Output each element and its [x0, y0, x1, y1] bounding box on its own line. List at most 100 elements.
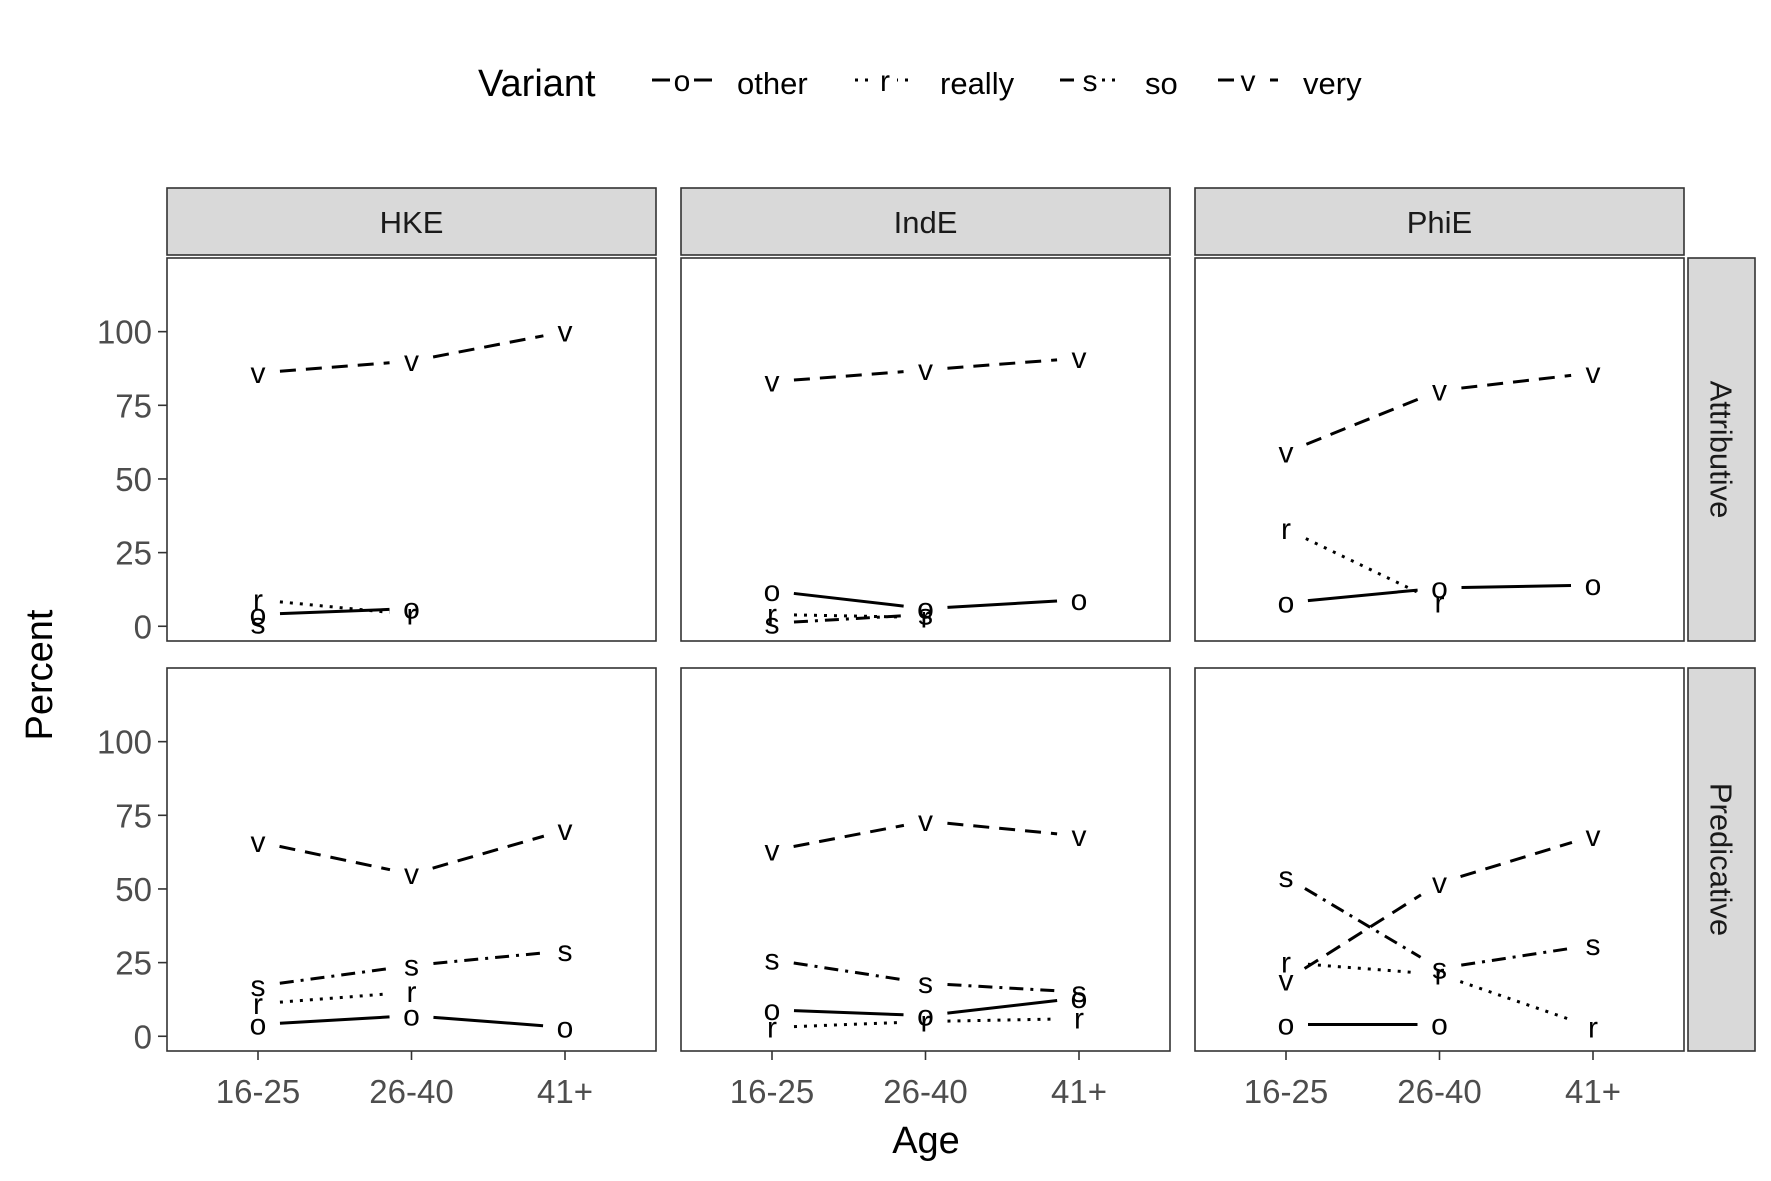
point-label-really: r [1435, 587, 1445, 620]
point-label-very: v [1072, 820, 1087, 853]
strip-label-IndE: IndE [894, 205, 958, 240]
point-label-so: s [251, 970, 266, 1003]
y-tick-label: 25 [115, 945, 152, 982]
strip-PhiE: PhiE [1194, 187, 1685, 256]
legend-key-gap [873, 60, 897, 90]
point-label-really: r [767, 598, 777, 631]
point-label-really: r [407, 976, 417, 1009]
y-tick-label: 75 [115, 797, 152, 834]
legend-key-symbol: o [674, 65, 691, 98]
point-label-very: v [251, 826, 266, 859]
legend-key-symbol: r [880, 65, 890, 98]
x-tick-label: 26-40 [883, 1073, 967, 1110]
series-line-other [1461, 583, 1572, 590]
series-line-so [1304, 887, 1422, 959]
x-tick-label: 16-25 [216, 1073, 300, 1110]
point-label-other: o [403, 1000, 420, 1033]
panel-background [1194, 257, 1685, 642]
x-tick-label: 41+ [1565, 1073, 1621, 1110]
series-line-so [947, 983, 1058, 993]
point-label-very: v [1586, 357, 1601, 390]
x-axis-PhiE: 16-25 26-40 41+ [1244, 1051, 1621, 1110]
panel-background [166, 667, 657, 1052]
series-very: v v v [1279, 820, 1601, 997]
y-tick-label: 50 [115, 461, 152, 498]
legend-key-symbol: v [1241, 65, 1256, 98]
strip-label-predicative: Predicative [1704, 783, 1739, 936]
point-label-very: v [1072, 342, 1087, 375]
series-line-very [279, 361, 390, 373]
x-tick-label: 41+ [537, 1073, 593, 1110]
series-line-very [1461, 373, 1572, 390]
series-really: r r r [1281, 947, 1598, 1045]
panel-background [680, 667, 1171, 1052]
series-line-other [279, 1015, 390, 1025]
legend-key-gap [1236, 60, 1260, 90]
point-label-very: v [918, 354, 933, 387]
legend-entry-really: r really [855, 60, 1015, 101]
point-label-so: s [765, 944, 780, 977]
point-label-very: v [1279, 964, 1294, 997]
strip-background [1687, 667, 1756, 1052]
y-tick-label: 100 [97, 314, 152, 351]
series-line-very [1305, 397, 1420, 446]
strip-attributive: Attributive [1687, 257, 1756, 642]
series-line-very [1460, 840, 1573, 879]
point-label-other: o [917, 593, 934, 626]
point-label-really: r [921, 601, 931, 634]
point-label-other: o [403, 593, 420, 626]
point-label-very: v [558, 814, 573, 847]
panel-background [166, 257, 657, 642]
point-label-very: v [918, 805, 933, 838]
point-label-other: o [764, 994, 781, 1027]
point-label-very: v [1432, 375, 1447, 408]
point-label-so: s [1586, 929, 1601, 962]
point-label-really: r [1435, 958, 1445, 991]
panel-background [1194, 667, 1685, 1052]
point-label-very: v [1586, 820, 1601, 853]
legend-label-so: so [1145, 66, 1178, 101]
y-axis-predicative: 0 25 50 75 100 [97, 724, 167, 1055]
strip-label-PhiE: PhiE [1407, 205, 1472, 240]
strip-predicative: Predicative [1687, 667, 1756, 1052]
x-tick-label: 16-25 [1244, 1073, 1328, 1110]
series-line-so [793, 614, 904, 624]
legend: Variant o other r really s so v very [478, 60, 1362, 105]
panel-IndE-attributive: oo or rs sv v v [680, 257, 1171, 642]
point-label-very: v [1432, 867, 1447, 900]
series-line-very [432, 834, 545, 870]
point-label-other: o [250, 1008, 267, 1041]
point-label-really: r [1281, 947, 1291, 980]
x-axis-HKE: 16-25 26-40 41+ [216, 1051, 593, 1110]
y-axis-attributive: 0 25 50 75 100 [97, 314, 167, 645]
point-label-really: r [1281, 513, 1291, 546]
series-line-really [1307, 962, 1418, 975]
point-label-really: r [767, 1011, 777, 1044]
point-label-other: o [557, 1011, 574, 1044]
series-very: vvv [251, 814, 573, 891]
point-label-so: s [1432, 953, 1447, 986]
legend-label-really: really [940, 66, 1015, 101]
legend-title: Variant [478, 63, 596, 105]
series-line-very [947, 358, 1058, 370]
point-label-really: r [1588, 1011, 1598, 1044]
y-tick-label: 0 [134, 1018, 152, 1055]
panel-IndE-predicative: o oor r rss svv v [680, 667, 1171, 1052]
strip-IndE: IndE [680, 187, 1171, 256]
x-tick-label: 26-40 [369, 1073, 453, 1110]
x-axes: 16-25 26-40 41+ 16-25 26-40 41+ 16-25 26-40 41+ [216, 1051, 1621, 1110]
series-line-very [1303, 893, 1422, 970]
point-label-so: s [404, 950, 419, 983]
series-line-other [793, 591, 904, 608]
legend-entry-so: s so [1060, 60, 1178, 101]
series-line-other [1307, 588, 1418, 603]
strip-background [1687, 257, 1756, 642]
